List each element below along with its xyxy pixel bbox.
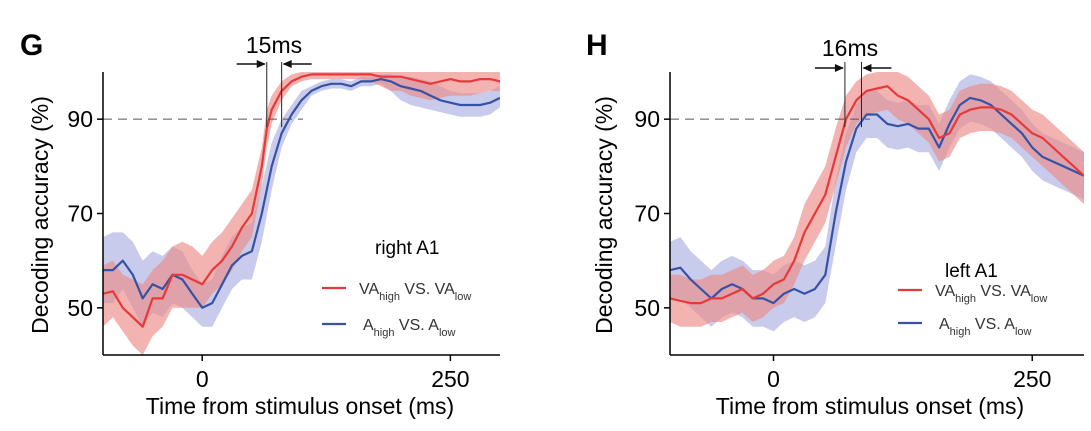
y-tick-label-h: 50: [634, 295, 660, 321]
y-tick-label-h: 90: [634, 106, 660, 132]
legend-subscript-a-h: high: [950, 326, 971, 338]
y-axis-title-g: Decoding accuracy (%): [27, 96, 53, 334]
series-line-va-g: [103, 73, 500, 328]
y-tick-label-h: 70: [634, 201, 660, 227]
legend-text-part-va-g: VA: [359, 281, 379, 298]
legend-text-part-va-h: VA: [935, 283, 955, 300]
y-tick-label-g: 90: [67, 106, 93, 132]
legend-subscript-va-g: low: [455, 291, 472, 303]
latency-arrowhead-right-g: [282, 60, 292, 68]
x-axis-title-g: Time from stimulus onset (ms): [146, 393, 454, 419]
legend-label-va-g: VAhigh VS. VAlow: [359, 281, 471, 303]
x-tick-label-h: 250: [1013, 366, 1051, 392]
x-tick-label-g: 250: [431, 366, 469, 392]
legend-label-a-h: Ahigh VS. Alow: [939, 316, 1031, 338]
latency-arrowhead-right-h: [862, 64, 872, 72]
plot-area-h: [670, 72, 1084, 332]
legend-subscript-a-g: low: [439, 327, 456, 339]
legend-subscript-a-g: high: [374, 327, 395, 339]
x-axis-title-h: Time from stimulus onset (ms): [716, 393, 1024, 419]
legend-subscript-va-g: high: [379, 291, 400, 303]
series-line-a-h: [670, 96, 1084, 305]
series-line-va-h: [670, 85, 1084, 305]
series-line-a-g: [103, 77, 500, 309]
region-label-h: left A1: [945, 261, 998, 282]
legend-label-va-h: VAhigh VS. VAlow: [935, 283, 1047, 305]
confidence-band-va-h: [670, 72, 1084, 327]
panel-g: G Decoding accuracy (%) Time from stimul…: [20, 29, 500, 419]
legend-text-part-a-g: VS. A: [394, 317, 439, 334]
legend-text-part-va-g: VS. VA: [400, 281, 455, 298]
legend-subscript-a-h: low: [1015, 326, 1032, 338]
y-tick-label-g: 50: [67, 295, 93, 321]
latency-label-h: 16ms: [822, 35, 878, 61]
latency-label-g: 15ms: [246, 32, 302, 58]
panel-letter-g: G: [20, 29, 43, 62]
legend-text-part-a-g: A: [363, 317, 374, 334]
latency-arrowhead-left-g: [256, 60, 266, 68]
legend-subscript-va-h: high: [955, 293, 976, 305]
y-tick-label-g: 70: [67, 201, 93, 227]
panel-h: H Decoding accuracy (%) Time from stimul…: [586, 29, 1084, 419]
region-label-g: right A1: [375, 238, 439, 259]
panel-letter-h: H: [586, 29, 608, 62]
x-tick-label-h: 0: [767, 366, 780, 392]
y-axis-title-h: Decoding accuracy (%): [591, 96, 617, 334]
x-tick-label-g: 0: [196, 366, 209, 392]
legend-text-part-a-h: A: [939, 316, 950, 333]
confidence-band-va-g: [103, 72, 500, 355]
latency-arrowhead-left-h: [834, 64, 844, 72]
legend-text-part-a-h: VS. A: [970, 316, 1015, 333]
legend-subscript-va-h: low: [1031, 293, 1048, 305]
legend-label-a-g: Ahigh VS. Alow: [363, 317, 455, 339]
legend-text-part-va-h: VS. VA: [976, 283, 1031, 300]
plot-area-g: [103, 72, 500, 355]
